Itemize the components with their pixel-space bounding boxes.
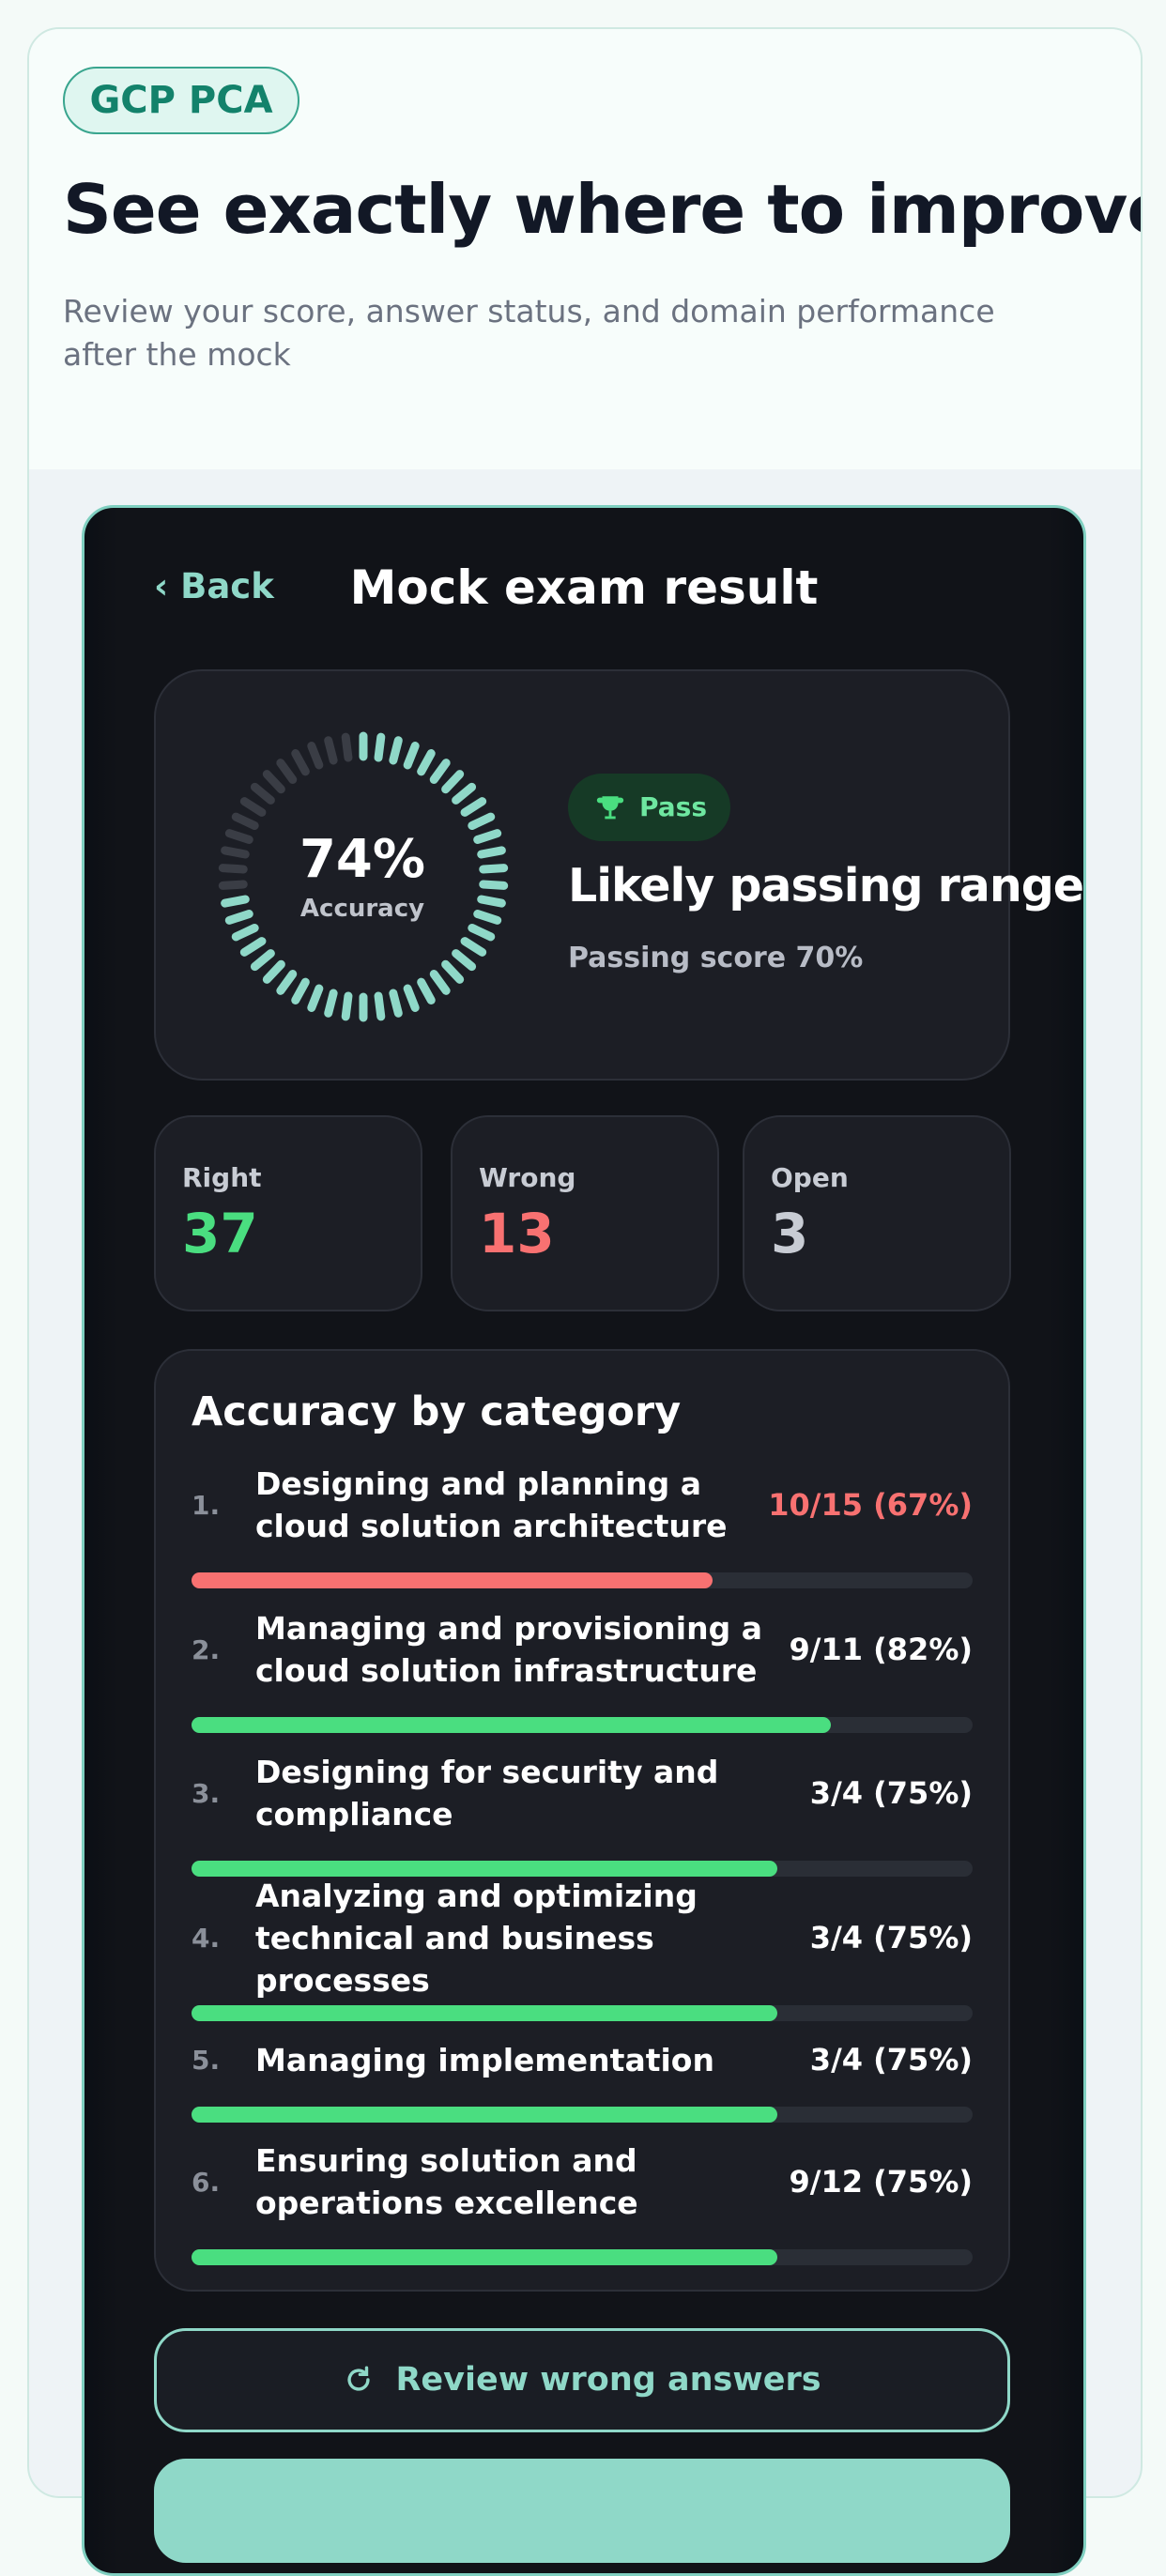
- stat-value: 37: [182, 1202, 258, 1265]
- ring-segment: [477, 846, 506, 859]
- ring-segment: [417, 977, 436, 1004]
- ring-segment: [441, 959, 465, 984]
- phone-screen: ‹ Back Mock exam result 74% Accuracy Pas…: [82, 505, 1086, 2576]
- ring-segment: [452, 782, 477, 805]
- verdict: Likely passing range: [568, 859, 1084, 912]
- ring-segment: [477, 895, 506, 908]
- title: See exactly where to improve: [63, 170, 1143, 249]
- passing-score: Passing score 70%: [568, 942, 864, 974]
- ring-segment: [374, 732, 386, 762]
- stat-label: Open: [771, 1162, 849, 1193]
- stat-value: 3: [771, 1202, 809, 1265]
- category-title: Accuracy by category: [192, 1388, 682, 1435]
- ring-segment: [307, 984, 324, 1012]
- ring-segment: [441, 770, 465, 794]
- bar-fill: [192, 1572, 713, 1588]
- ring-segment: [324, 989, 338, 1018]
- ring-segment: [473, 910, 502, 925]
- stat-label: Right: [182, 1162, 262, 1193]
- review-label[interactable]: Review wrong answers: [395, 2361, 821, 2399]
- category-card: Accuracy by category 1. Designing and pla…: [154, 1349, 1010, 2292]
- pass-label: Pass: [639, 791, 707, 822]
- bar-fill: [192, 1861, 777, 1877]
- stat-card: Wrong 13: [451, 1115, 719, 1311]
- ring-segment: [473, 829, 502, 844]
- ring-segment: [403, 742, 420, 770]
- ring-segment: [218, 864, 248, 874]
- ring-segment: [460, 797, 487, 817]
- ring-segment: [452, 949, 477, 972]
- ring-segment: [479, 864, 509, 874]
- stat-card: Right 37: [154, 1115, 422, 1311]
- screen-title: Mock exam result: [349, 560, 819, 615]
- score-value: 74%: [299, 829, 426, 890]
- ring-segment: [231, 923, 259, 942]
- ring-segment: [224, 910, 253, 925]
- bar-fill: [192, 1717, 831, 1733]
- pass-badge: Pass: [568, 774, 730, 841]
- bar-fill: [192, 2107, 777, 2123]
- subtitle: Review your score, answer status, and do…: [63, 293, 995, 373]
- ring-segment: [389, 736, 403, 765]
- stat-label: Wrong: [479, 1162, 576, 1193]
- ring-segment: [417, 749, 436, 776]
- ring-segment: [221, 846, 250, 859]
- ring-segment: [468, 812, 496, 831]
- ring-segment: [239, 797, 267, 817]
- review-button[interactable]: Review wrong answers: [154, 2328, 1010, 2432]
- retry-button[interactable]: [154, 2459, 1010, 2563]
- score-card: 74% Accuracy Pass Likely passing range P…: [154, 669, 1083, 1081]
- ring-segment: [276, 970, 298, 995]
- ring-segment: [276, 759, 298, 784]
- score-label: Accuracy: [299, 895, 425, 923]
- ring-segment: [460, 937, 487, 957]
- ring-segment: [307, 742, 324, 770]
- ring-segment: [341, 991, 353, 1021]
- stat-value: 13: [479, 1202, 555, 1265]
- ring-segment: [218, 880, 248, 890]
- ring-segment: [429, 970, 451, 995]
- stat-card: Open 3: [743, 1115, 1011, 1311]
- ring-segment: [479, 880, 509, 890]
- ring-segment: [389, 989, 403, 1018]
- ring-segment: [291, 977, 310, 1004]
- ring-segment: [324, 736, 338, 765]
- trophy-icon: [596, 796, 624, 820]
- refresh-icon[interactable]: [343, 2364, 375, 2396]
- badge: GCP PCA: [63, 67, 299, 134]
- ring-segment: [341, 732, 353, 762]
- ring-segment: [224, 829, 253, 844]
- ring-segment: [221, 895, 250, 908]
- ring-segment: [250, 782, 275, 805]
- page: GCP PCA See exactly where to improve Rev…: [27, 27, 1143, 2576]
- ring-segment: [250, 949, 275, 972]
- back-label[interactable]: Back: [180, 566, 274, 606]
- ring-segment: [468, 923, 496, 942]
- ring-segment: [403, 984, 420, 1012]
- bar-fill: [192, 2005, 777, 2021]
- ring-segment: [429, 759, 451, 784]
- ring-segment: [239, 937, 267, 957]
- accuracy-ring: [218, 731, 509, 1022]
- ring-segment: [291, 749, 310, 776]
- bar-fill: [192, 2249, 777, 2265]
- ring-segment: [374, 991, 386, 1021]
- header: GCP PCA See exactly where to improve Rev…: [29, 29, 1141, 469]
- ring-segment: [231, 812, 259, 831]
- ring-segment: [262, 770, 285, 794]
- ring-segment: [262, 959, 285, 984]
- back-button[interactable]: ‹ Back: [154, 566, 274, 606]
